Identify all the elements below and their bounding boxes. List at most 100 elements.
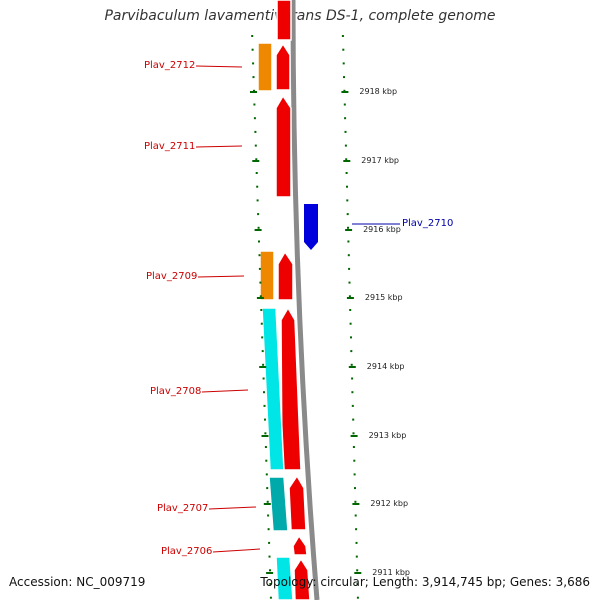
minor-tick: [348, 267, 351, 270]
cds-arrow[interactable]: [275, 42, 291, 91]
minor-tick: [264, 446, 267, 448]
gene-label-leader: [195, 145, 243, 148]
minor-tick: [354, 514, 357, 517]
minor-tick: [269, 596, 272, 599]
tick-label: 2917 kbp: [361, 156, 399, 165]
tick-label: 2918 kbp: [359, 87, 397, 96]
minor-tick: [353, 459, 356, 462]
minor-tick: [256, 199, 259, 202]
minor-tick: [355, 555, 358, 558]
minor-tick: [267, 528, 270, 531]
cds-arrow[interactable]: [277, 250, 294, 301]
cds-arrow[interactable]: [280, 306, 302, 471]
major-tick: [341, 91, 349, 93]
minor-tick: [341, 35, 344, 37]
minor-tick: [354, 487, 356, 490]
gene-label-plav-2706[interactable]: Plav_2706: [161, 546, 212, 557]
minor-tick: [251, 48, 254, 51]
minor-tick: [348, 281, 351, 284]
forward-gene-arrow[interactable]: [304, 204, 318, 250]
minor-tick: [255, 172, 258, 174]
minor-tick: [348, 295, 351, 298]
minor-tick: [252, 62, 255, 65]
minor-tick: [344, 144, 347, 147]
minor-tick: [350, 350, 353, 353]
gene-label-plav-2711[interactable]: Plav_2711: [144, 141, 195, 152]
minor-tick: [343, 103, 346, 106]
feature-block-cyan[interactable]: [275, 556, 294, 600]
cds-arrow[interactable]: [293, 557, 311, 600]
minor-tick: [264, 432, 267, 435]
minor-tick: [349, 309, 352, 311]
feature-track: [257, 42, 294, 600]
gene-label-plav-2710[interactable]: Plav_2710: [402, 218, 453, 229]
minor-tick: [355, 528, 358, 531]
minor-tick: [262, 363, 265, 366]
feature-block-orange[interactable]: [259, 250, 275, 301]
feature-block-teal[interactable]: [268, 476, 289, 532]
minor-tick: [346, 213, 349, 216]
feature-block-orange[interactable]: [257, 42, 273, 92]
major-tick: [256, 297, 264, 299]
minor-tick: [261, 336, 264, 339]
major-tick: [252, 160, 260, 162]
feature-block-cyan[interactable]: [261, 307, 285, 471]
minor-tick: [354, 500, 357, 503]
gene-label-leader: [201, 389, 249, 393]
minor-tick: [253, 117, 256, 120]
minor-tick: [260, 322, 263, 325]
cds-arrow[interactable]: [292, 534, 308, 556]
major-tick: [346, 297, 354, 299]
gene-label-leader: [195, 65, 243, 68]
minor-tick: [356, 569, 359, 572]
minor-tick: [258, 267, 261, 270]
minor-tick: [252, 76, 255, 79]
major-tick: [352, 503, 360, 505]
gene-label-leaders: [195, 65, 400, 553]
minor-tick: [259, 281, 262, 284]
tick-label: 2914 kbp: [367, 362, 405, 371]
minor-tick: [267, 514, 270, 517]
minor-tick: [342, 62, 345, 65]
minor-tick: [256, 185, 259, 188]
minor-tick: [347, 254, 350, 257]
minor-tick: [268, 541, 271, 544]
cds-arrow[interactable]: [275, 94, 292, 198]
major-tick: [348, 366, 356, 368]
major-tick: [266, 572, 274, 574]
map-title: Parvibaculum lavamentivorans DS-1, compl…: [104, 8, 496, 24]
tick-label: 2911 kbp: [372, 568, 410, 577]
accession-text: Accession: NC_009719: [9, 575, 146, 589]
minor-tick: [350, 336, 352, 339]
gene-label-plav-2709[interactable]: Plav_2709: [146, 271, 197, 282]
gene-label-plav-2708[interactable]: Plav_2708: [150, 386, 201, 397]
major-tick: [343, 160, 351, 162]
gene-label-plav-2707[interactable]: Plav_2707: [157, 503, 208, 514]
tick-label: 2915 kbp: [365, 293, 403, 302]
minor-tick: [346, 199, 349, 202]
minor-tick: [254, 130, 257, 133]
minor-tick: [260, 309, 263, 311]
minor-tick: [352, 446, 355, 448]
minor-tick: [258, 254, 261, 257]
minor-tick: [261, 350, 264, 353]
cds-arrow[interactable]: [276, 0, 292, 41]
major-tick: [345, 229, 353, 231]
tick-label: 2912 kbp: [370, 499, 408, 508]
major-tick: [354, 572, 362, 574]
minor-tick: [344, 130, 347, 133]
gene-label-plav-2712[interactable]: Plav_2712: [144, 60, 195, 71]
minor-tick: [257, 213, 260, 216]
minor-tick: [353, 473, 356, 476]
minor-tick: [350, 363, 353, 366]
gene-label-leader: [197, 275, 245, 278]
minor-tick: [268, 555, 271, 558]
minor-tick: [351, 377, 354, 380]
minor-tick: [258, 240, 260, 243]
minor-tick: [345, 172, 348, 174]
cds-arrow[interactable]: [288, 474, 307, 531]
topology-summary: Topology: circular; Length: 3,914,745 bp…: [260, 575, 590, 589]
major-tick: [259, 366, 267, 368]
